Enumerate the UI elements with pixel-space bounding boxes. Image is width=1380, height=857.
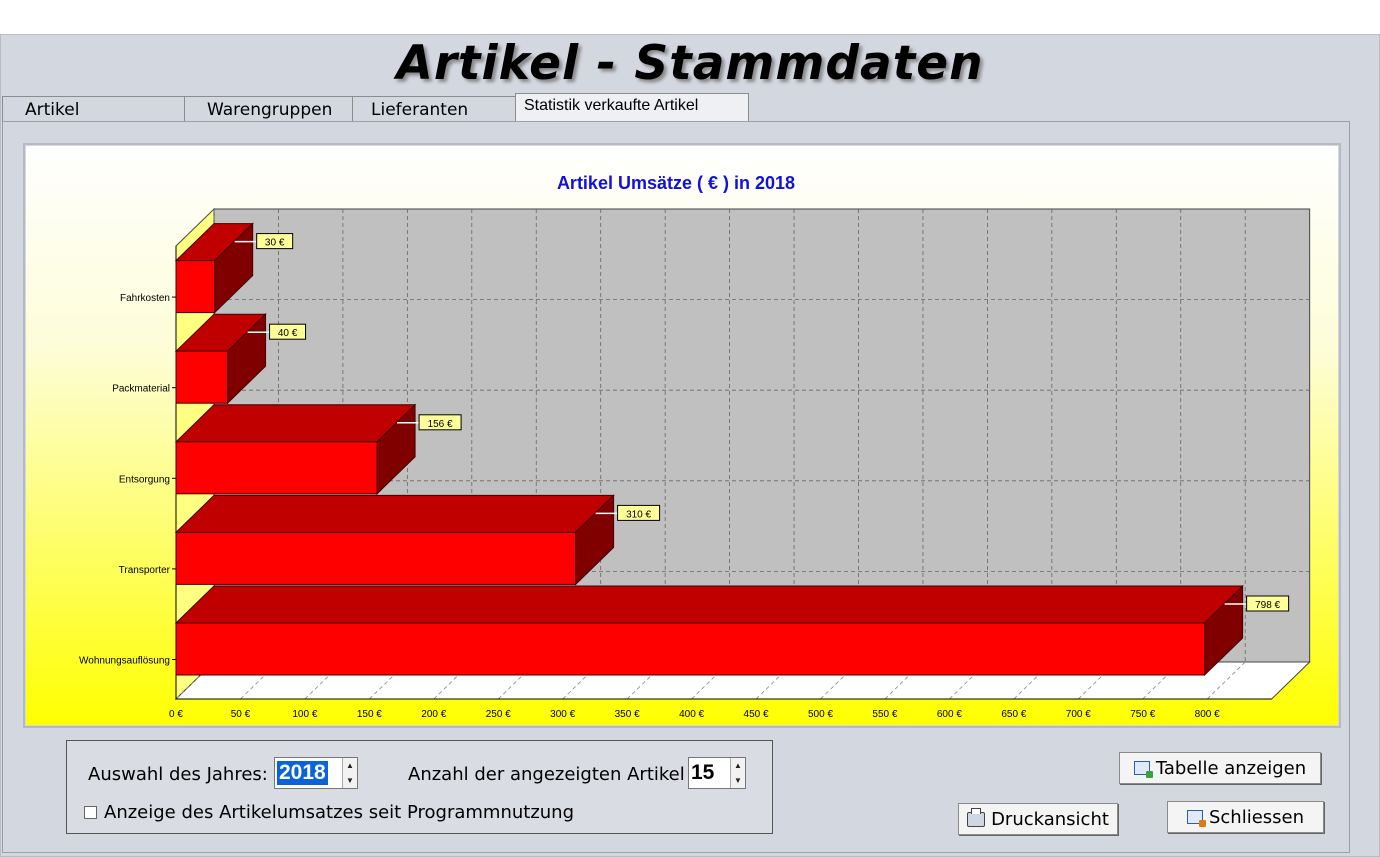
year-value[interactable]: 2018 [277, 761, 328, 785]
bar-top [174, 404, 417, 443]
print-preview-button[interactable]: Druckansicht [958, 803, 1118, 835]
grid-line-floor [1206, 661, 1246, 700]
data-label: 40 € [278, 328, 298, 339]
count-spinner-arrows[interactable]: ▲ ▼ [730, 758, 745, 788]
data-label: 798 € [1255, 600, 1280, 611]
x-tick-label: 700 € [1066, 709, 1091, 720]
x-tick-label: 800 € [1195, 709, 1220, 720]
chart-frame [23, 143, 1341, 728]
category-label: Packmaterial [112, 384, 170, 395]
since-usage-checkbox[interactable] [84, 806, 97, 819]
x-tick-label: 750 € [1130, 709, 1155, 720]
x-tick-label: 100 € [292, 709, 317, 720]
bar-entsorgung [175, 441, 378, 495]
print-preview-label: Druckansicht [991, 808, 1109, 830]
tab-lieferanten[interactable]: Lieferanten [352, 96, 516, 121]
x-tick-label: 0 € [169, 709, 183, 720]
tab-warengruppen[interactable]: Warengruppen [184, 96, 353, 121]
bar-top [174, 494, 615, 533]
spin-down-icon[interactable]: ▼ [734, 776, 742, 785]
bar-wohnungsauflösung [175, 622, 1206, 676]
data-label-box [617, 504, 661, 521]
table-icon [1133, 761, 1153, 778]
chart-title: Artikel Umsätze ( € ) in 2018 [557, 173, 795, 193]
x-tick-label: 400 € [679, 709, 704, 720]
tab-statistik[interactable]: Statistik verkaufte Artikel [515, 93, 749, 123]
count-label: Anzahl der angezeigten Artikel [408, 764, 685, 785]
x-tick-label: 250 € [486, 709, 511, 720]
data-label: 310 € [626, 509, 651, 520]
data-label-box [418, 414, 462, 431]
x-tick-label: 300 € [550, 709, 575, 720]
x-tick-label: 150 € [357, 709, 382, 720]
x-tick-label: 450 € [744, 709, 769, 720]
show-table-button[interactable]: Tabelle anzeigen [1119, 752, 1321, 784]
data-label-box [269, 323, 307, 340]
show-table-label: Tabelle anzeigen [1155, 757, 1307, 779]
options-box [66, 740, 773, 834]
count-value[interactable]: 15 [691, 761, 715, 784]
x-tick-label: 500 € [808, 709, 833, 720]
printer-icon [967, 807, 986, 827]
close-button[interactable]: Schliessen [1167, 801, 1324, 833]
bar-packmaterial [175, 350, 229, 404]
category-label: Fahrkosten [120, 293, 170, 304]
year-label: Auswahl des Jahres: [88, 764, 268, 785]
x-tick-label: 50 € [231, 709, 251, 720]
category-label: Entsorgung [119, 474, 170, 485]
x-tick-label: 600 € [937, 709, 962, 720]
since-usage-label: Anzeige des Artikelumsatzes seit Program… [104, 802, 575, 823]
count-spinner[interactable]: 15 ▲ ▼ [688, 757, 746, 789]
year-spinner-arrows[interactable]: ▲ ▼ [342, 758, 357, 788]
close-label: Schliessen [1208, 806, 1305, 828]
x-tick-label: 550 € [872, 709, 897, 720]
spin-down-icon[interactable]: ▼ [346, 776, 354, 785]
year-spinner[interactable]: 2018 ▲ ▼ [274, 757, 358, 789]
data-label: 156 € [428, 419, 453, 430]
data-label-box [1246, 595, 1290, 612]
bar-top [174, 585, 1244, 624]
spin-up-icon[interactable]: ▲ [734, 761, 742, 770]
data-label: 30 € [265, 238, 285, 249]
bar-fahrkosten [175, 260, 216, 314]
data-label-box [256, 233, 294, 250]
x-tick-label: 200 € [421, 709, 446, 720]
x-tick-label: 350 € [615, 709, 640, 720]
spin-up-icon[interactable]: ▲ [346, 761, 354, 770]
close-window-icon [1186, 810, 1206, 827]
bar-transporter [175, 531, 577, 585]
category-label: Transporter [119, 565, 171, 576]
x-tick-label: 650 € [1001, 709, 1026, 720]
app-title: Artikel - Stammdaten [396, 36, 984, 91]
tab-artikel[interactable]: Artikel [2, 96, 185, 121]
category-label: Wohnungsauflösung [79, 656, 170, 667]
